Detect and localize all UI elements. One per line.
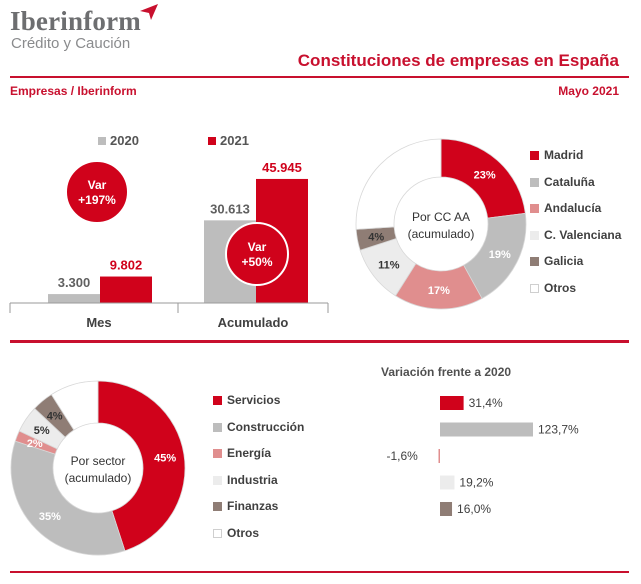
donut-center-label-line1: Por CC AA <box>412 210 470 224</box>
variation-bar-energ-a <box>438 449 440 463</box>
slice-label-finanzas: 4% <box>47 411 63 423</box>
legend-swatch-andaluc-a <box>530 204 539 213</box>
legend-label-construcci-n: Construcción <box>227 419 305 434</box>
slice-label-energ-a: 2% <box>27 438 43 450</box>
variation-value-label-servicios: 31,4% <box>469 396 503 410</box>
slice-label-industria: 5% <box>34 425 50 437</box>
legend-swatch-servicios <box>213 396 222 405</box>
legend-label-otros: Otros <box>227 525 260 540</box>
variation-chart-title: Variación frente a 2020 <box>381 365 512 379</box>
legend-label-servicios: Servicios <box>227 393 281 407</box>
donut-chart-cc-aa: 23% 19% 17% 11% 4% Por CC AA (acumulado) <box>355 138 527 310</box>
slice-construcci-n <box>10 440 126 556</box>
date-label: Mayo 2021 <box>558 84 619 98</box>
slice-label-catalu-a: 19% <box>489 249 511 261</box>
legend-label-2021: 2021 <box>220 133 249 148</box>
legend-label-madrid: Madrid <box>544 148 584 162</box>
variation-value-label-construcci-n: 123,7% <box>538 423 579 437</box>
variation-badge-line2: +197% <box>78 193 116 207</box>
bar-2021-mes <box>100 276 152 303</box>
logo-wordmark: Iberinform <box>10 6 141 36</box>
slice-label-galicia: 4% <box>368 231 384 243</box>
slice-label-c-valenciana: 11% <box>378 259 400 271</box>
legend-swatch-construcci-n <box>213 422 222 432</box>
variation-value-label-energ-a: -1,6% <box>387 449 419 463</box>
legend-label-energ-a: Energía <box>227 446 272 460</box>
donut-center-label-line2: (acumulado) <box>408 227 475 241</box>
bar-value-label-2020-acumulado: 30.613 <box>210 201 250 216</box>
variation-badge-line2: +50% <box>241 255 272 269</box>
variation-value-label-industria: 19,2% <box>459 476 493 490</box>
bar-value-label-2020-mes: 3.300 <box>58 275 91 290</box>
variation-badge-line1: Var <box>248 240 267 254</box>
logo-bird-icon <box>140 4 158 20</box>
legend-swatch-madrid <box>530 151 539 160</box>
legend-swatch-finanzas <box>213 502 222 511</box>
variation-bar-chart: 31,4% 123,7% -1,6% 19,2% 16,0% <box>387 396 579 516</box>
legend-label-c-valenciana: C. Valenciana <box>544 227 622 242</box>
variation-bar-finanzas <box>440 502 453 516</box>
legend-swatch-2021 <box>208 137 216 145</box>
logo-tagline: Crédito y Caución <box>11 35 131 52</box>
legend-swatch-c-valenciana <box>530 230 539 240</box>
legend-swatch-galicia <box>530 257 539 266</box>
legend-label-finanzas: Finanzas <box>227 499 279 513</box>
bar-value-label-2021-acumulado: 45.945 <box>262 160 302 175</box>
variation-badge-line1: Var <box>88 178 107 192</box>
legend-label-andaluc-a: Andalucía <box>544 201 602 215</box>
variation-bar-industria <box>440 475 455 490</box>
source-label: Empresas / Iberinform <box>10 84 137 98</box>
header-rule <box>10 76 629 78</box>
variation-badge-acumulado <box>225 222 289 286</box>
legend-swatch-energ-a <box>213 449 222 458</box>
footer-rule <box>10 571 629 573</box>
donut-center-label-line2: (acumulado) <box>65 471 132 485</box>
slice-label-construcci-n: 35% <box>39 511 61 523</box>
bar-2020-mes <box>48 294 100 303</box>
legend-label-2020: 2020 <box>110 133 139 148</box>
variation-value-label-finanzas: 16,0% <box>457 502 491 516</box>
legend-swatch-otros <box>530 283 539 293</box>
legend-label-industria: Industria <box>227 472 278 487</box>
bar-value-label-2021-mes: 9.802 <box>110 258 143 273</box>
legend-label-catalu-a: Cataluña <box>544 174 595 189</box>
donut-chart-sector: 45% 35% 2%5% 4% Por sector (acumulado) <box>10 380 186 556</box>
variation-badge-mes <box>65 160 129 224</box>
slice-label-madrid: 23% <box>474 169 496 181</box>
page-title: Constituciones de empresas en España <box>297 51 619 70</box>
legend-swatch-otros <box>213 528 222 538</box>
category-label-mes: Mes <box>86 315 111 330</box>
variation-bar-construcci-n <box>440 422 533 437</box>
legend-swatch-2020 <box>98 137 106 145</box>
slice-label-andaluc-a: 17% <box>428 285 450 297</box>
section-rule <box>10 340 629 343</box>
legend-label-otros: Otros <box>544 280 577 295</box>
legend-swatch-industria <box>213 475 222 485</box>
donut-center-label-line1: Por sector <box>71 454 126 468</box>
category-label-acumulado: Acumulado <box>218 315 289 330</box>
legend-label-galicia: Galicia <box>544 254 584 268</box>
variation-bar-servicios <box>440 396 464 410</box>
slice-otros <box>50 380 99 431</box>
legend-swatch-catalu-a <box>530 177 539 187</box>
slice-otros <box>355 138 442 230</box>
bar-chart-constituciones: 2020 2021 3.300 9.802 30.613 45.945 Mes Acumula… <box>9 133 329 330</box>
slice-label-servicios: 45% <box>154 452 176 464</box>
slice-servicios <box>97 380 186 552</box>
